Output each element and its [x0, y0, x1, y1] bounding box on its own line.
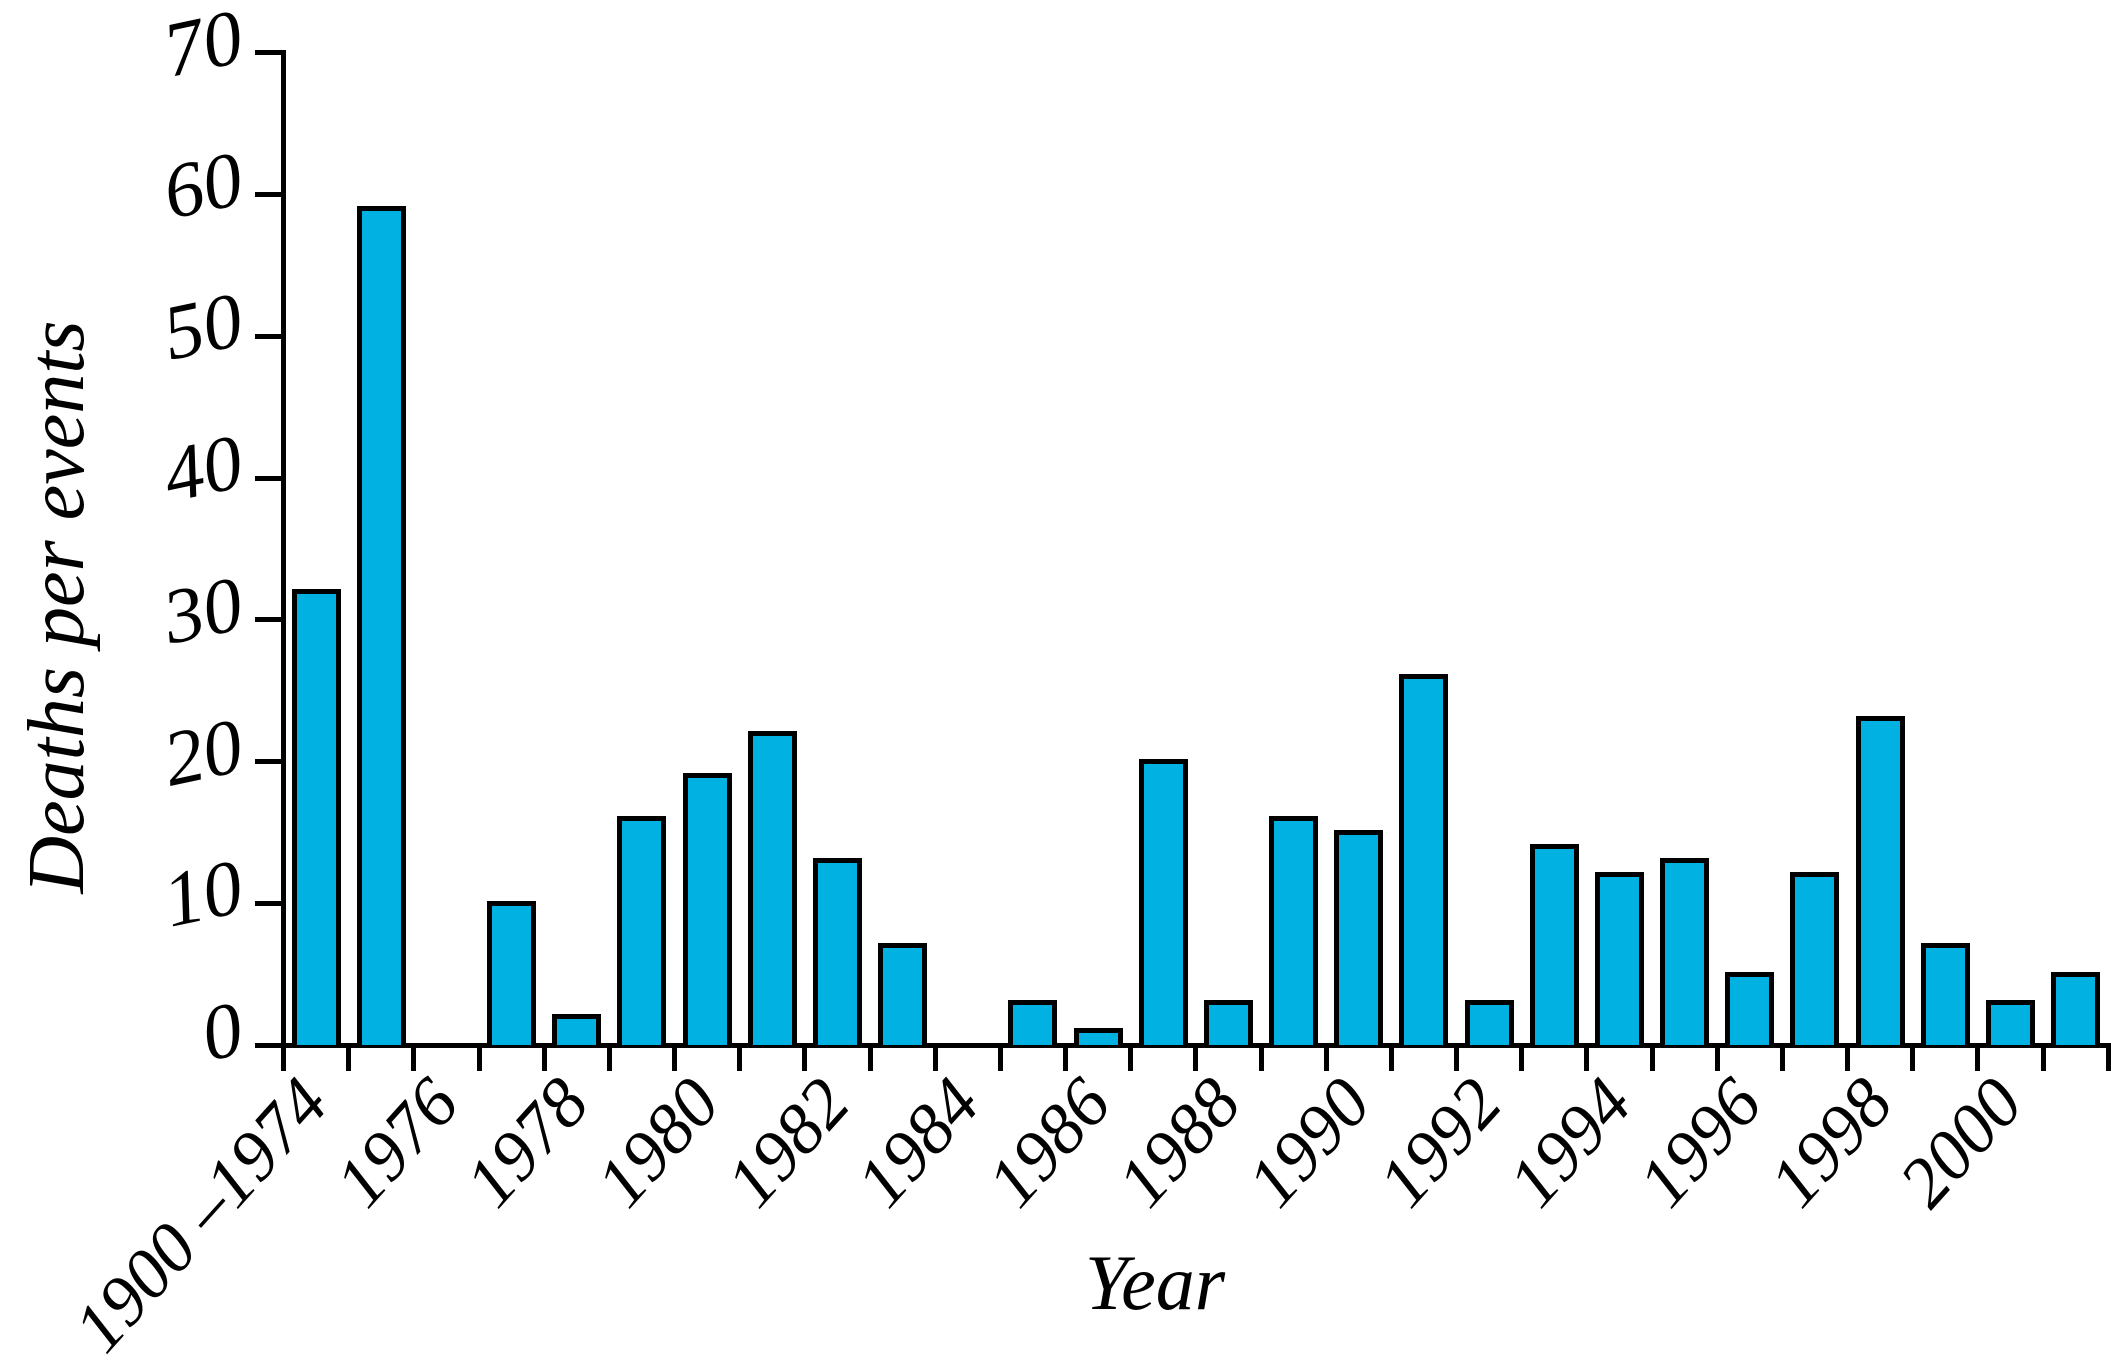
y-tick: [254, 333, 284, 339]
bar: [1073, 1028, 1123, 1045]
bar: [1203, 999, 1253, 1045]
bar: [487, 900, 537, 1045]
x-tick: [1649, 1045, 1655, 1071]
bar: [1269, 815, 1319, 1045]
x-tick: [411, 1045, 417, 1071]
x-tick-label: 1988: [1102, 1063, 1256, 1222]
bar: [682, 773, 732, 1045]
x-tick: [1454, 1045, 1460, 1071]
x-tick: [1975, 1045, 1981, 1071]
bar: [291, 588, 341, 1045]
bar: [747, 730, 797, 1045]
x-tick: [802, 1045, 808, 1071]
bar: [356, 206, 406, 1045]
x-tick: [2105, 1045, 2111, 1071]
x-tick: [1910, 1045, 1916, 1071]
x-tick: [1845, 1045, 1851, 1071]
x-tick: [476, 1045, 482, 1071]
x-tick-label: 1992: [1363, 1063, 1517, 1222]
y-tick: [254, 1042, 284, 1048]
x-tick-label: 1982: [711, 1063, 865, 1222]
y-tick-label: 0: [193, 984, 251, 1078]
x-tick: [541, 1045, 547, 1071]
y-tick: [254, 192, 284, 197]
x-tick: [1714, 1045, 1720, 1071]
bar: [1790, 872, 1840, 1045]
x-axis-title: Year: [1084, 1239, 1226, 1326]
bar: [1660, 858, 1710, 1045]
x-tick: [1584, 1045, 1590, 1071]
x-tick: [1323, 1045, 1329, 1071]
bar: [1986, 999, 2035, 1045]
x-tick-label: 1980: [581, 1063, 735, 1222]
y-tick: [254, 900, 284, 906]
x-tick-label: 1998: [1754, 1063, 1908, 1222]
x-tick-label: 1976: [320, 1063, 474, 1222]
bar: [1138, 759, 1188, 1045]
x-tick: [2040, 1045, 2046, 1071]
x-tick: [1519, 1045, 1525, 1071]
x-tick-label: 1996: [1623, 1063, 1777, 1222]
y-tick: [254, 50, 284, 56]
y-tick-label: 70: [155, 0, 251, 94]
bar: [1399, 673, 1449, 1045]
bar: [2051, 971, 2101, 1045]
x-tick-label: 2000: [1884, 1063, 2038, 1222]
bar: [1725, 971, 1775, 1045]
bar: [1008, 999, 1058, 1045]
bar: [812, 858, 862, 1045]
x-tick: [1388, 1045, 1394, 1071]
y-tick: [254, 475, 284, 481]
x-tick: [997, 1045, 1003, 1071]
x-tick: [606, 1045, 612, 1071]
bar: [1855, 716, 1905, 1045]
x-tick-label: 1900 –1974: [59, 1063, 344, 1364]
y-tick: [254, 617, 284, 623]
x-tick: [1193, 1045, 1199, 1071]
bar: [617, 815, 667, 1045]
bar: [552, 1014, 602, 1045]
x-tick: [1779, 1045, 1785, 1071]
y-axis-title: Deaths per events: [13, 320, 101, 894]
y-axis-line: [281, 50, 286, 1048]
x-tick: [867, 1045, 873, 1071]
x-tick: [1063, 1045, 1069, 1071]
x-tick: [346, 1045, 352, 1071]
x-tick: [672, 1045, 678, 1071]
x-tick-label: 1990: [1232, 1063, 1386, 1222]
x-tick: [932, 1045, 938, 1071]
x-tick-label: 1994: [1493, 1063, 1647, 1222]
bar: [1334, 829, 1384, 1045]
x-tick: [281, 1045, 286, 1071]
bar: [1529, 844, 1579, 1045]
x-tick: [737, 1045, 743, 1071]
y-tick-label: 60: [155, 133, 251, 236]
x-tick-label: 1986: [972, 1063, 1126, 1222]
x-tick: [1258, 1045, 1264, 1071]
x-tick-label: 1984: [841, 1063, 995, 1222]
bar: [1920, 943, 1970, 1045]
bar: [1464, 999, 1514, 1045]
x-tick-label: 1978: [450, 1063, 604, 1222]
bar: [1594, 872, 1644, 1045]
x-tick: [1128, 1045, 1134, 1071]
bar: [878, 943, 928, 1045]
y-tick: [254, 759, 284, 764]
